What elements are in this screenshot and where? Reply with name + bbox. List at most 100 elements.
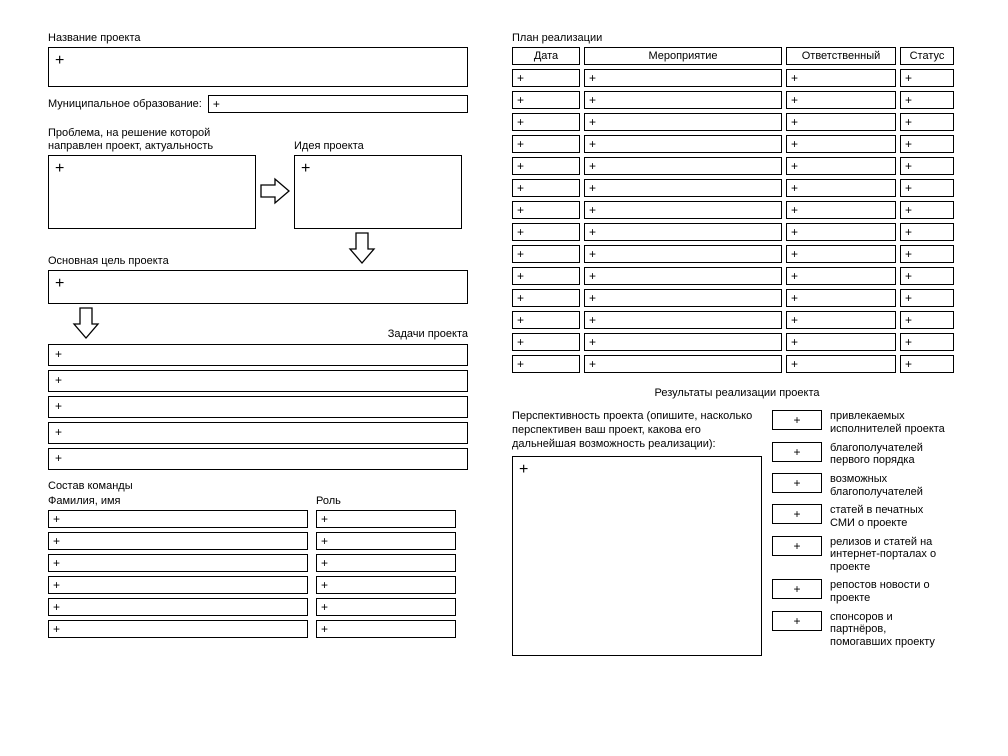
result-count-input[interactable]: + [772, 442, 822, 462]
plan-event-input[interactable]: + [584, 91, 782, 109]
plan-header-status: Статус [900, 47, 954, 65]
result-count-input[interactable]: + [772, 410, 822, 430]
plan-status-input[interactable]: + [900, 135, 954, 153]
team-role-input[interactable]: + [316, 554, 456, 572]
plan-resp-input[interactable]: + [786, 179, 896, 197]
team-role-input[interactable]: + [316, 532, 456, 550]
team-name-header: Фамилия, имя [48, 495, 308, 508]
plan-status-input[interactable]: + [900, 179, 954, 197]
plan-resp-input[interactable]: + [786, 289, 896, 307]
result-count-input[interactable]: + [772, 504, 822, 524]
plan-event-input[interactable]: + [584, 179, 782, 197]
team-name-input[interactable]: + [48, 576, 308, 594]
plan-resp-input[interactable]: + [786, 201, 896, 219]
plan-event-input[interactable]: + [584, 135, 782, 153]
plan-label: План реализации [512, 32, 962, 45]
plan-event-input[interactable]: + [584, 289, 782, 307]
team-role-input[interactable]: + [316, 576, 456, 594]
plan-resp-input[interactable]: + [786, 223, 896, 241]
plan-date-input[interactable]: + [512, 157, 580, 175]
plan-resp-input[interactable]: + [786, 113, 896, 131]
task-input[interactable]: + [48, 448, 468, 470]
team-role-input[interactable]: + [316, 598, 456, 616]
team-name-input[interactable]: + [48, 510, 308, 528]
plan-date-input[interactable]: + [512, 69, 580, 87]
result-count-input[interactable]: + [772, 611, 822, 631]
plan-event-input[interactable]: + [584, 201, 782, 219]
team-name-input[interactable]: + [48, 620, 308, 638]
plan-event-input[interactable]: + [584, 69, 782, 87]
result-row: + возможных благополучателей [772, 473, 962, 498]
municipality-label: Муниципальное образование: [48, 98, 202, 111]
team-role-input[interactable]: + [316, 620, 456, 638]
team-name-input[interactable]: + [48, 554, 308, 572]
idea-input[interactable]: + [294, 155, 462, 229]
result-label: возможных благополучателей [830, 473, 950, 498]
plan-resp-input[interactable]: + [786, 135, 896, 153]
task-input[interactable]: + [48, 344, 468, 366]
plan-resp-input[interactable]: + [786, 311, 896, 329]
plan-resp-input[interactable]: + [786, 69, 896, 87]
plan-date-input[interactable]: + [512, 333, 580, 351]
plan-resp-input[interactable]: + [786, 91, 896, 109]
plan-status-input[interactable]: + [900, 223, 954, 241]
plan-event-input[interactable]: + [584, 333, 782, 351]
plan-date-input[interactable]: + [512, 135, 580, 153]
result-count-input[interactable]: + [772, 579, 822, 599]
plan-event-input[interactable]: + [584, 355, 782, 373]
plan-resp-input[interactable]: + [786, 157, 896, 175]
plan-resp-input[interactable]: + [786, 267, 896, 285]
plan-date-input[interactable]: + [512, 113, 580, 131]
plan-date-input[interactable]: + [512, 289, 580, 307]
plan-resp-input[interactable]: + [786, 245, 896, 263]
plan-resp-input[interactable]: + [786, 333, 896, 351]
municipality-input[interactable]: + [208, 95, 468, 113]
plan-event-input[interactable]: + [584, 157, 782, 175]
team-name-input[interactable]: + [48, 532, 308, 550]
plan-status-input[interactable]: + [900, 245, 954, 263]
team-role-input[interactable]: + [316, 510, 456, 528]
plan-status-input[interactable]: + [900, 289, 954, 307]
project-name-input[interactable]: + [48, 47, 468, 87]
plan-event-input[interactable]: + [584, 311, 782, 329]
plan-status-input[interactable]: + [900, 267, 954, 285]
perspective-label: Перспективность проекта (опишите, наскол… [512, 410, 762, 451]
result-label: релизов и статей на интернет-порталах о … [830, 536, 950, 574]
plan-status-input[interactable]: + [900, 333, 954, 351]
plan-date-input[interactable]: + [512, 311, 580, 329]
plan-date-input[interactable]: + [512, 245, 580, 263]
plan-row: ++++ [512, 179, 962, 197]
result-count-input[interactable]: + [772, 473, 822, 493]
plan-date-input[interactable]: + [512, 179, 580, 197]
plan-status-input[interactable]: + [900, 355, 954, 373]
plan-status-input[interactable]: + [900, 157, 954, 175]
plan-resp-input[interactable]: + [786, 355, 896, 373]
plan-event-input[interactable]: + [584, 223, 782, 241]
perspective-input[interactable]: + [512, 456, 762, 656]
result-row: + релизов и статей на интернет-порталах о… [772, 536, 962, 574]
plan-date-input[interactable]: + [512, 201, 580, 219]
plan-date-input[interactable]: + [512, 223, 580, 241]
plus-icon: + [55, 160, 64, 177]
plan-event-input[interactable]: + [584, 113, 782, 131]
plan-row: ++++ [512, 135, 962, 153]
task-input[interactable]: + [48, 396, 468, 418]
plan-date-input[interactable]: + [512, 91, 580, 109]
plan-event-input[interactable]: + [584, 267, 782, 285]
plan-event-input[interactable]: + [584, 245, 782, 263]
task-input[interactable]: + [48, 422, 468, 444]
task-input[interactable]: + [48, 370, 468, 392]
plan-date-input[interactable]: + [512, 267, 580, 285]
problem-label: Проблема, на решение которой направлен п… [48, 127, 256, 153]
plan-date-input[interactable]: + [512, 355, 580, 373]
goal-input[interactable]: + [48, 270, 468, 304]
plan-status-input[interactable]: + [900, 91, 954, 109]
result-count-input[interactable]: + [772, 536, 822, 556]
plan-row: ++++ [512, 223, 962, 241]
plan-status-input[interactable]: + [900, 113, 954, 131]
team-name-input[interactable]: + [48, 598, 308, 616]
plan-status-input[interactable]: + [900, 69, 954, 87]
plan-status-input[interactable]: + [900, 311, 954, 329]
plan-status-input[interactable]: + [900, 201, 954, 219]
problem-input[interactable]: + [48, 155, 256, 229]
